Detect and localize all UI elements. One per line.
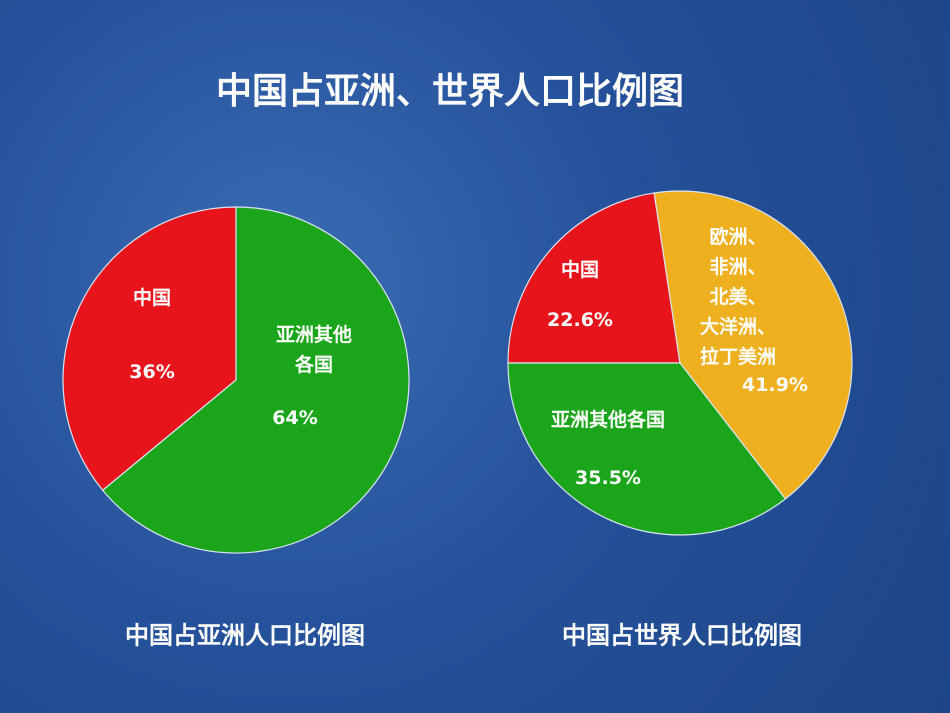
pie-slice — [653, 190, 853, 500]
slice-label: 中国 — [560, 259, 600, 281]
pie-slice — [101, 206, 410, 554]
chart-title: 中国占亚洲人口比例图 — [125, 621, 365, 650]
slice-value: 22.6% — [547, 309, 613, 331]
slice-label: 亚洲其他各国 — [550, 409, 666, 431]
slice-value: 64% — [272, 407, 318, 429]
slice-value: 35.5% — [575, 467, 641, 489]
slice-label: 亚洲其他 各国 — [275, 324, 353, 376]
pie-slice — [507, 192, 681, 364]
pie-slice — [507, 362, 787, 536]
slice-label: 欧洲、 非洲、 北美、 大洋洲、 拉丁美洲 — [699, 226, 777, 368]
slice-label: 中国 — [132, 287, 172, 309]
pie-slice — [62, 206, 237, 492]
slide-title: 中国占亚洲、世界人口比例图 — [215, 71, 685, 112]
chart-title: 中国占世界人口比例图 — [562, 621, 802, 650]
slice-value: 36% — [129, 361, 175, 383]
slice-value: 41.9% — [742, 374, 808, 396]
